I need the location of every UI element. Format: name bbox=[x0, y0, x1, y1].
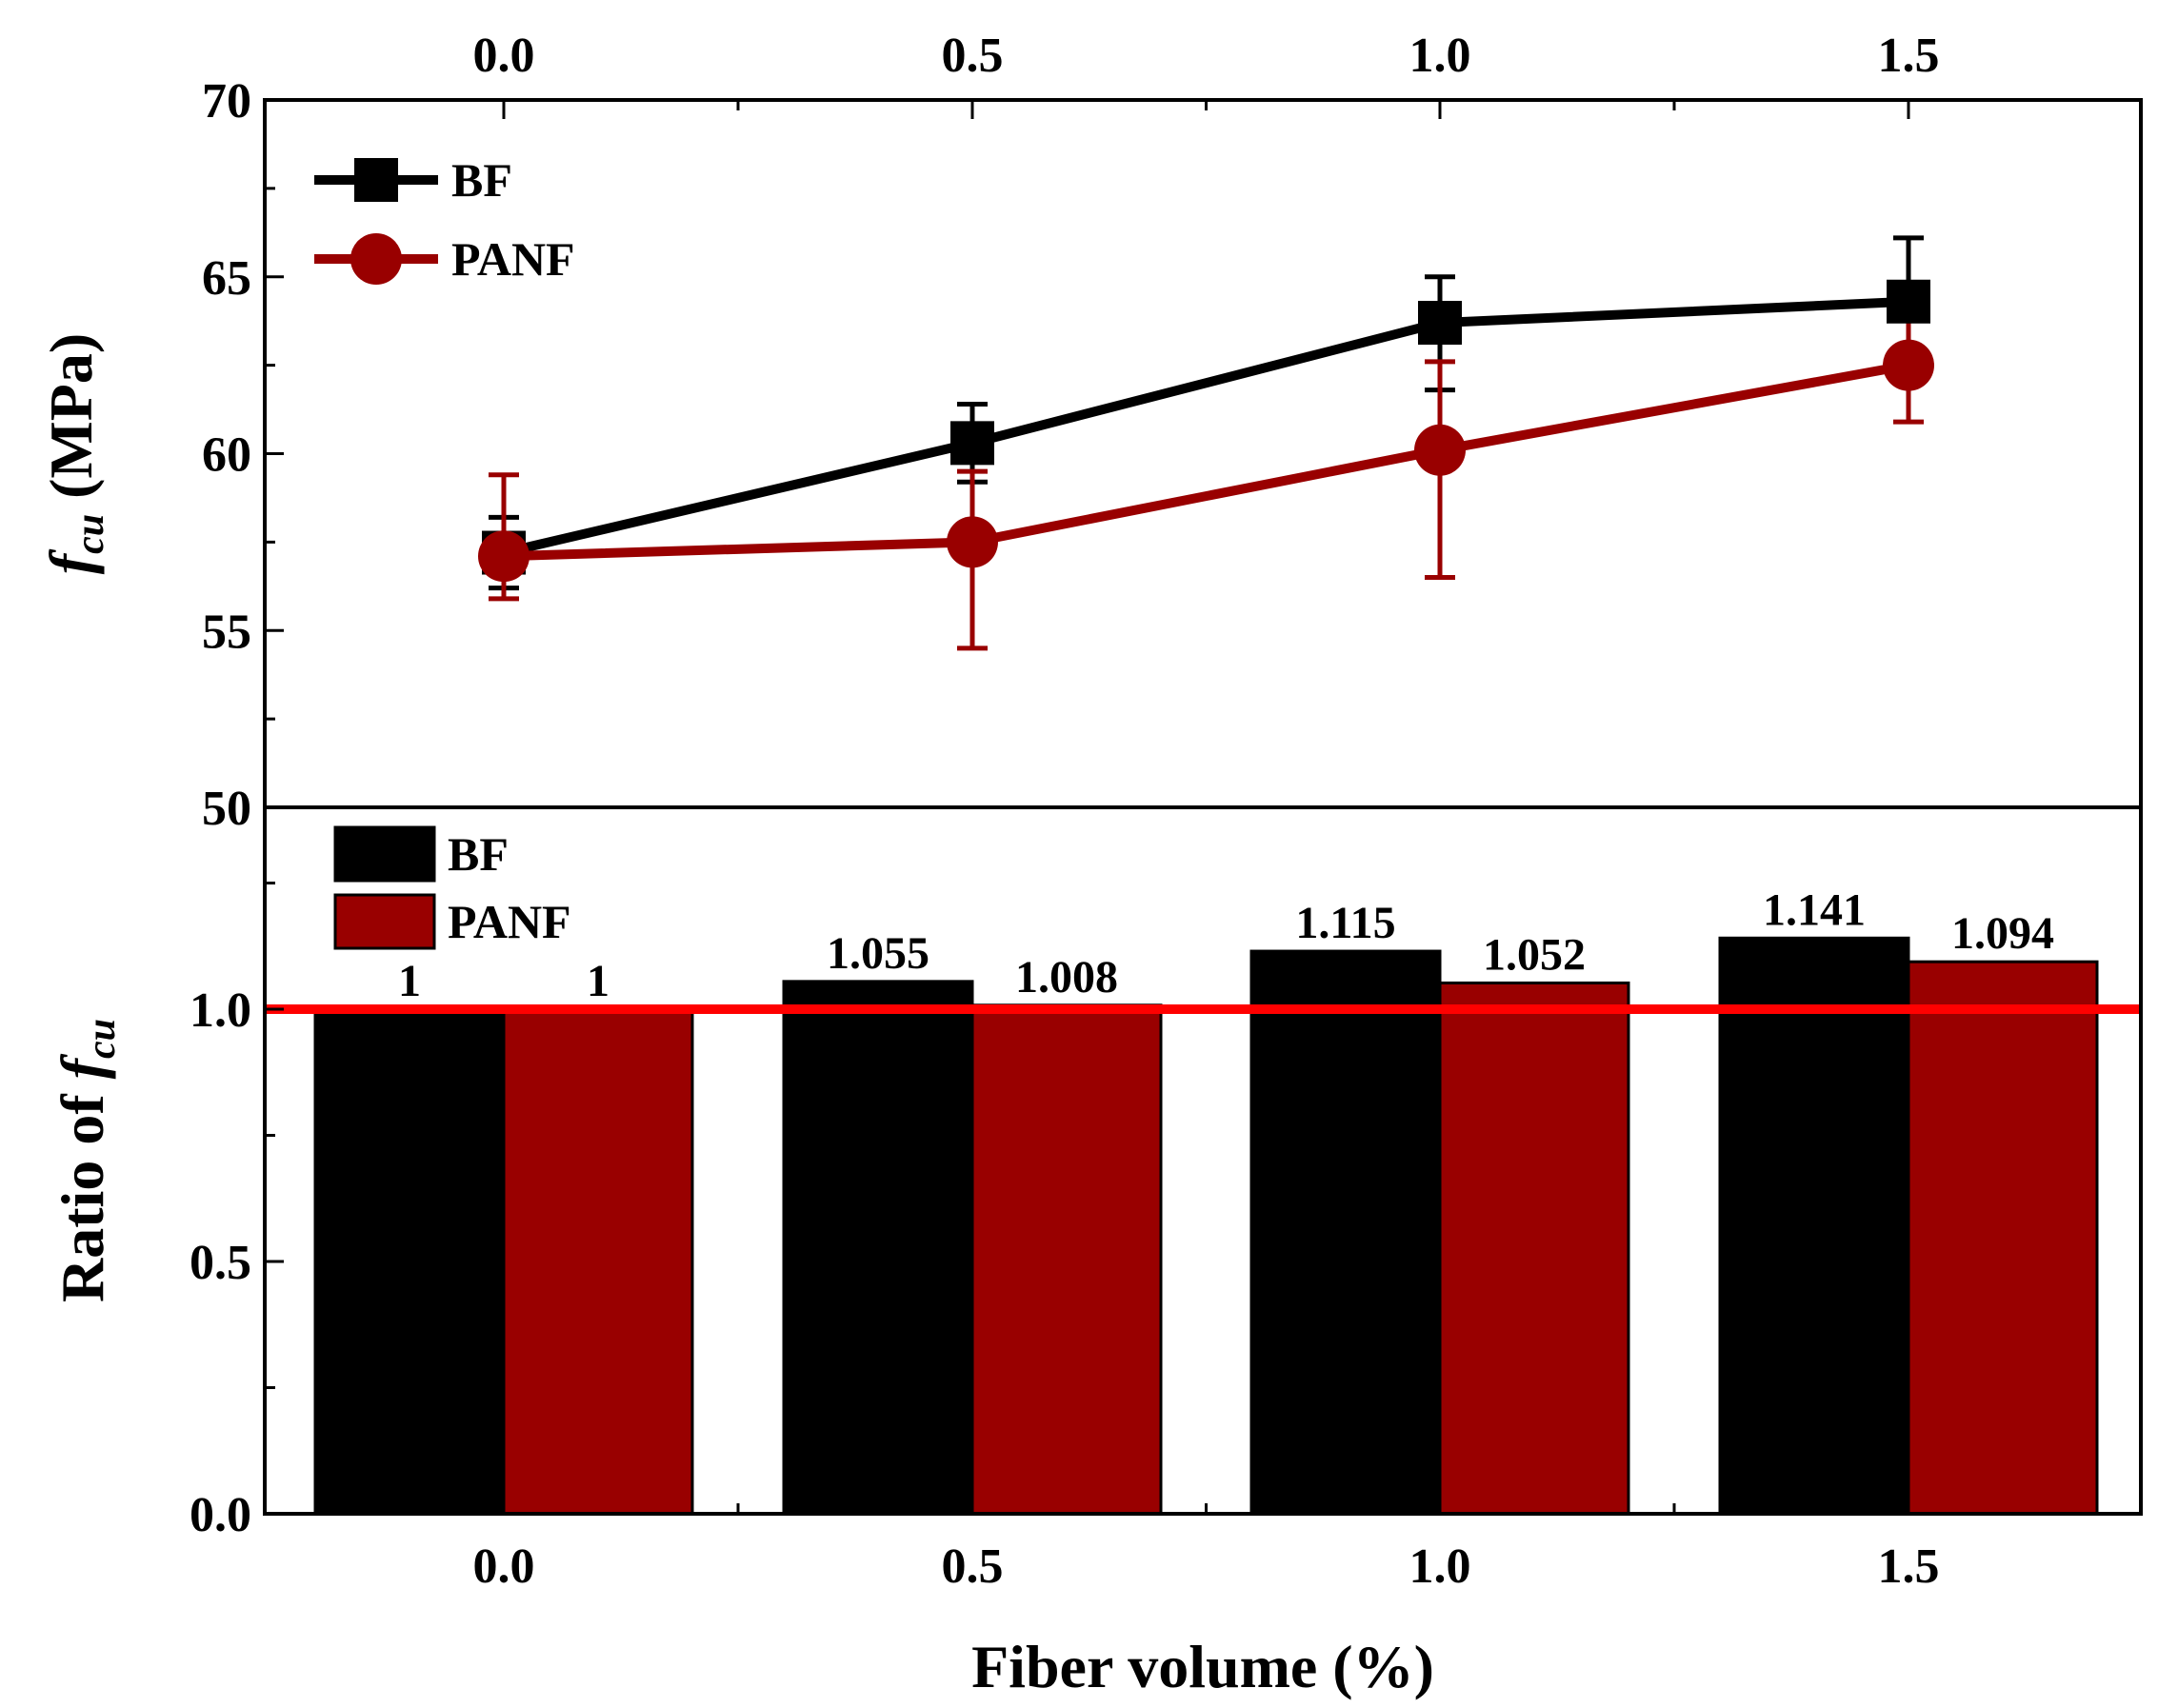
y-tick-label-top: 55 bbox=[202, 605, 251, 659]
x-tick-label-bottom: 1.0 bbox=[1409, 1539, 1471, 1594]
bar-label-bf-0: 1 bbox=[398, 956, 421, 1006]
bar-label-panf-0: 1 bbox=[587, 956, 609, 1006]
bar-label-bf-2: 1.115 bbox=[1295, 898, 1395, 948]
bar-bf-2 bbox=[1249, 949, 1442, 1516]
y-tick-label-bottom: 0.0 bbox=[190, 1488, 251, 1542]
bar-label-bf-3: 1.141 bbox=[1763, 884, 1866, 935]
legend-swatch-panf bbox=[333, 893, 436, 950]
x-tick-label-top: 1.0 bbox=[1409, 29, 1471, 83]
bar-bf-3 bbox=[1718, 936, 1910, 1516]
bar-panf-2 bbox=[1438, 981, 1630, 1516]
bar-label-bf-1: 1.055 bbox=[827, 928, 929, 979]
y-tick-label-top: 70 bbox=[202, 74, 251, 129]
x-tick-label-top: 0.0 bbox=[473, 29, 535, 83]
point-panf-2 bbox=[1414, 424, 1466, 476]
legend-marker-bf bbox=[354, 158, 398, 202]
bar-bf-0 bbox=[313, 1007, 506, 1516]
point-bf-3 bbox=[1887, 279, 1930, 324]
point-panf-0 bbox=[478, 530, 530, 583]
bar-label-panf-2: 1.052 bbox=[1483, 929, 1586, 980]
x-tick-label-bottom: 0.5 bbox=[942, 1539, 1004, 1594]
top-y-axis-title: fcu (MPa) bbox=[37, 333, 112, 574]
point-panf-1 bbox=[947, 516, 998, 568]
legend-marker-panf bbox=[350, 233, 402, 285]
bottom-plot-frame bbox=[263, 805, 2143, 1516]
bottom-y-axis-title: Ratio of fcu bbox=[49, 1019, 124, 1302]
bar-panf-1 bbox=[970, 1003, 1163, 1516]
legend-label-bf: BF bbox=[448, 827, 509, 881]
legend-label-panf: PANF bbox=[448, 895, 571, 948]
x-tick-label-top: 1.5 bbox=[1878, 29, 1940, 83]
bar-panf-3 bbox=[1907, 960, 2099, 1516]
bar-panf-0 bbox=[502, 1007, 694, 1516]
y-tick-label-top: 50 bbox=[202, 782, 251, 836]
legend-swatch-bf bbox=[333, 825, 436, 883]
legend-label-bf: BF bbox=[451, 153, 512, 207]
x-tick-label-bottom: 0.0 bbox=[473, 1539, 535, 1594]
bar-chart-panel: 1 1.055 1.115 1.141 1 1.008 1.052 1.094 BF PANF 0.… bbox=[190, 825, 2141, 1594]
y-tick-label-top: 65 bbox=[202, 251, 251, 306]
plot-frames bbox=[263, 98, 2143, 1516]
bar-label-panf-1: 1.008 bbox=[1015, 952, 1118, 1003]
point-panf-3 bbox=[1883, 339, 1934, 391]
legend-label-panf: PANF bbox=[451, 232, 575, 286]
x-axis-title: Fiber volume (%) bbox=[971, 1633, 1434, 1700]
x-tick-label-top: 0.5 bbox=[942, 29, 1004, 83]
y-tick-label-bottom: 0.5 bbox=[190, 1236, 251, 1290]
line-chart-panel: 50 55 60 65 70 0.0 0.5 1.0 1.5 BF PANF bbox=[202, 29, 1940, 836]
line-panf bbox=[503, 360, 1909, 562]
point-bf-1 bbox=[950, 421, 994, 466]
x-tick-label-bottom: 1.5 bbox=[1878, 1539, 1940, 1594]
point-bf-2 bbox=[1418, 301, 1462, 346]
top-plot-frame bbox=[263, 98, 2143, 809]
bar-label-panf-3: 1.094 bbox=[1951, 908, 2054, 959]
bar-bf-1 bbox=[782, 980, 974, 1516]
y-tick-label-bottom: 1.0 bbox=[190, 983, 251, 1038]
y-tick-label-top: 60 bbox=[202, 428, 251, 483]
line-bf bbox=[502, 296, 1909, 558]
